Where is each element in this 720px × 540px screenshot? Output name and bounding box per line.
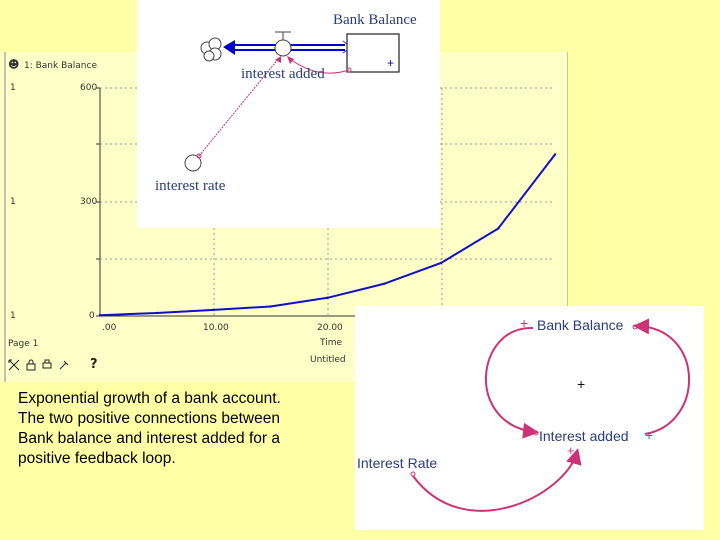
scroll-icon[interactable]: [8, 359, 20, 371]
balance-to-added-arrow: [485, 326, 539, 439]
y-axis-label-top: 1: [10, 83, 16, 93]
added-to-balance-arrow: [633, 318, 690, 435]
x-axis-label: Time: [320, 338, 343, 348]
y-tick-0: 0: [89, 311, 95, 321]
converter-label: interest rate: [155, 178, 226, 194]
rate-to-added-arrow: [412, 448, 582, 512]
loop-polarity-sign: +: [577, 376, 586, 392]
plus-sign-bank-balance: +: [520, 315, 529, 331]
stock-to-flow-connector: [288, 57, 350, 74]
pin-icon[interactable]: [58, 359, 70, 371]
causal-loop-diagram: Bank Balance Interest added Interest Rat…: [355, 306, 704, 530]
plus-sign-interest-added-below: +: [567, 443, 575, 458]
rate-to-flow-connector: [198, 57, 280, 157]
data-point: [269, 305, 272, 308]
graph-toolbar: ?: [8, 357, 98, 372]
cld-interest-added: Interest added: [539, 428, 629, 444]
help-icon[interactable]: ?: [90, 357, 98, 372]
graph-icon[interactable]: ☻: [8, 58, 20, 71]
page-label[interactable]: Page 1: [8, 339, 39, 349]
stock-box[interactable]: [346, 33, 400, 73]
stock-flow-svg: [184, 31, 400, 172]
y-axis-label-mid: 1: [10, 197, 16, 207]
x-tick-20: 20.00: [317, 323, 343, 333]
stock-plus-sign: +: [387, 56, 395, 70]
cld-bank-balance: Bank Balance: [537, 317, 624, 333]
data-point: [212, 308, 215, 312]
caption-line-1: Exponential growth of a bank account.: [18, 390, 281, 407]
y-tick-300: 300: [80, 197, 98, 207]
data-point: [553, 153, 557, 156]
causal-loop-svg: [410, 318, 690, 512]
series-title: 1: Bank Balance: [24, 61, 97, 71]
cld-interest-rate: Interest Rate: [357, 455, 438, 471]
caption-line-3: Bank balance and interest added for a: [18, 430, 280, 447]
caption-line-4: positive feedback loop.: [18, 450, 176, 467]
untitled-label: Untitled: [310, 355, 346, 365]
y-axis-label-bottom: 1: [10, 311, 16, 321]
data-point: [496, 227, 500, 230]
data-point: [155, 311, 159, 315]
cloud-icon: [200, 37, 222, 62]
data-point: [98, 314, 102, 317]
data-point: [326, 296, 329, 299]
caption-text: Exponential growth of a bank account. Th…: [18, 389, 348, 469]
y-tick-600: 600: [80, 83, 98, 93]
interest-rate-converter[interactable]: [184, 154, 202, 172]
print-icon[interactable]: [42, 359, 52, 371]
plus-sign-interest-added-right: +: [645, 427, 654, 443]
x-tick-10: 10.00: [203, 323, 229, 333]
lock-icon[interactable]: [26, 359, 36, 371]
data-point: [440, 261, 443, 264]
caption-line-2: The two positive connections between: [18, 410, 280, 427]
flow-label: interest added: [241, 66, 325, 82]
stock-flow-diagram: Bank Balance interest added interest rat…: [137, 0, 440, 228]
data-point: [383, 282, 386, 285]
flow-valve[interactable]: [274, 39, 292, 57]
flow-arrowhead: [223, 40, 235, 55]
stock-label: Bank Balance: [333, 12, 417, 28]
x-tick-0: .00: [102, 323, 117, 333]
